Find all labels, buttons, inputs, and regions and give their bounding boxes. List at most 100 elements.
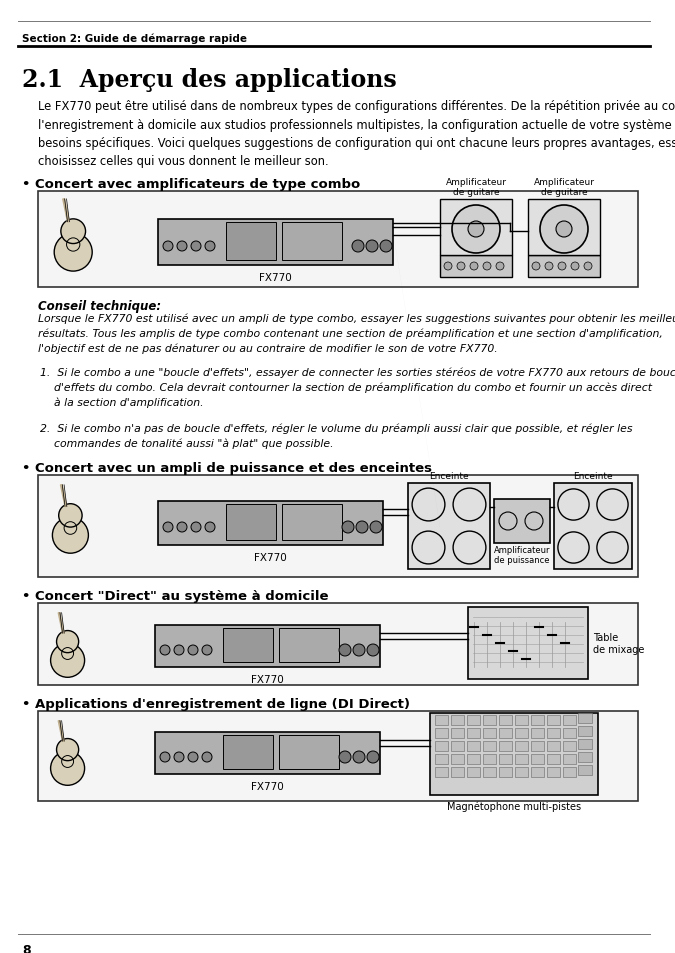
Text: Table
de mixage: Table de mixage [593, 633, 645, 654]
Circle shape [205, 522, 215, 533]
Text: FX770: FX770 [251, 781, 284, 791]
Bar [435, 716, 448, 725]
Bar [547, 741, 560, 751]
Circle shape [558, 263, 566, 271]
Bar [515, 716, 528, 725]
Circle shape [202, 645, 212, 656]
Circle shape [202, 752, 212, 762]
Bar [578, 752, 592, 762]
Bar [483, 767, 496, 778]
Circle shape [51, 752, 84, 785]
Circle shape [470, 263, 478, 271]
Circle shape [177, 242, 187, 252]
Circle shape [532, 263, 540, 271]
Bar [467, 716, 480, 725]
Bar [528, 255, 600, 277]
Bar [483, 741, 496, 751]
Circle shape [174, 752, 184, 762]
Text: FX770: FX770 [251, 675, 284, 684]
Circle shape [163, 242, 173, 252]
Circle shape [174, 645, 184, 656]
Circle shape [191, 522, 201, 533]
Bar [435, 741, 448, 751]
Circle shape [584, 263, 592, 271]
Bar [467, 728, 480, 739]
Bar [440, 200, 512, 255]
Bar [531, 767, 544, 778]
Bar [440, 255, 512, 277]
Text: Amplificateur
de guitare: Amplificateur de guitare [446, 177, 506, 196]
Bar [226, 223, 276, 261]
Circle shape [160, 752, 170, 762]
Bar [547, 728, 560, 739]
Bar [499, 767, 512, 778]
Text: Le FX770 peut être utilisé dans de nombreux types de configurations différentes.: Le FX770 peut être utilisé dans de nombr… [38, 100, 675, 169]
Circle shape [53, 517, 88, 554]
Text: Lorsque le FX770 est utilisé avec un ampli de type combo, essayer les suggestion: Lorsque le FX770 est utilisé avec un amp… [38, 314, 675, 354]
Bar [38, 192, 638, 288]
Bar [451, 767, 464, 778]
Bar [279, 735, 339, 769]
Circle shape [59, 504, 82, 528]
Circle shape [370, 521, 382, 534]
Circle shape [160, 645, 170, 656]
Circle shape [540, 206, 588, 253]
Bar [515, 741, 528, 751]
Circle shape [444, 263, 452, 271]
Circle shape [188, 752, 198, 762]
Bar [226, 504, 276, 540]
Bar [155, 732, 380, 774]
Bar [531, 754, 544, 764]
Bar [515, 754, 528, 764]
Text: Amplificateur
de puissance: Amplificateur de puissance [493, 545, 550, 565]
Bar [282, 504, 342, 540]
Bar [578, 713, 592, 723]
Circle shape [342, 521, 354, 534]
Bar [547, 716, 560, 725]
Bar [563, 767, 576, 778]
Bar [499, 716, 512, 725]
Circle shape [339, 751, 351, 763]
Bar [563, 754, 576, 764]
Text: FX770: FX770 [259, 273, 292, 283]
Circle shape [571, 263, 579, 271]
Text: Amplificateur
de guitare: Amplificateur de guitare [533, 177, 595, 196]
Circle shape [205, 242, 215, 252]
Text: Enceinte: Enceinte [429, 472, 469, 480]
Circle shape [468, 222, 484, 237]
Circle shape [366, 241, 378, 253]
Bar [578, 726, 592, 737]
Bar [499, 728, 512, 739]
Bar [223, 735, 273, 769]
Bar [547, 754, 560, 764]
Circle shape [57, 631, 79, 653]
Bar [38, 476, 638, 578]
Text: 2.1  Aperçu des applications: 2.1 Aperçu des applications [22, 68, 397, 91]
Text: Section 2: Guide de démarrage rapide: Section 2: Guide de démarrage rapide [22, 34, 247, 45]
Circle shape [367, 644, 379, 657]
Bar [547, 767, 560, 778]
Text: 2.  Si le combo n'a pas de boucle d'effets, régler le volume du préampli aussi c: 2. Si le combo n'a pas de boucle d'effet… [40, 423, 632, 449]
Circle shape [177, 522, 187, 533]
Polygon shape [63, 200, 70, 222]
Bar [563, 741, 576, 751]
Text: Enceinte: Enceinte [573, 472, 613, 480]
Bar [563, 716, 576, 725]
Bar [528, 200, 600, 255]
Polygon shape [58, 613, 64, 634]
Bar [435, 767, 448, 778]
Bar [515, 767, 528, 778]
Text: • Concert avec amplificateurs de type combo: • Concert avec amplificateurs de type co… [22, 178, 360, 191]
Bar [483, 754, 496, 764]
Bar [451, 728, 464, 739]
Text: • Applications d'enregistrement de ligne (DI Direct): • Applications d'enregistrement de ligne… [22, 698, 410, 710]
Text: 8: 8 [22, 943, 30, 953]
Bar [578, 765, 592, 775]
Circle shape [457, 263, 465, 271]
Circle shape [353, 751, 365, 763]
Bar [451, 754, 464, 764]
Bar [430, 713, 598, 795]
Bar [408, 483, 490, 569]
Bar [483, 728, 496, 739]
Circle shape [380, 241, 392, 253]
